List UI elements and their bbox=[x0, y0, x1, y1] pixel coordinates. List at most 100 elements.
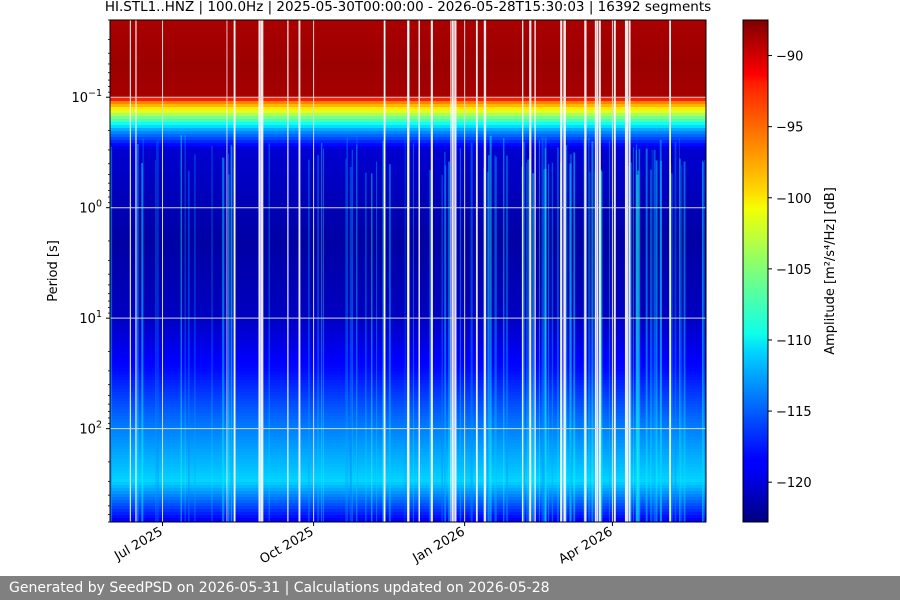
data-gap bbox=[529, 20, 532, 522]
heatmap-streak bbox=[137, 144, 139, 522]
heatmap-streak bbox=[187, 170, 190, 522]
data-gap bbox=[451, 20, 454, 522]
heatmap-streak bbox=[588, 137, 590, 522]
y-tick-label: 101 bbox=[79, 309, 102, 327]
heatmap-streak bbox=[544, 168, 547, 522]
heatmap-streak bbox=[544, 148, 547, 522]
heatmap-streak bbox=[157, 138, 159, 522]
data-gap bbox=[234, 20, 236, 522]
data-gap bbox=[258, 20, 261, 522]
heatmap-streak bbox=[702, 160, 703, 522]
heatmap-streak bbox=[365, 172, 367, 522]
heatmap-streak bbox=[194, 154, 196, 522]
heatmap-streak bbox=[569, 163, 572, 522]
heatmap-streak bbox=[670, 173, 673, 522]
heatmap-streak bbox=[635, 150, 637, 522]
heatmap-streak bbox=[683, 161, 686, 522]
heatmap-streak bbox=[180, 135, 182, 522]
heatmap-streak bbox=[382, 140, 384, 522]
heatmap-streak bbox=[444, 165, 447, 522]
heatmap-streak bbox=[110, 150, 112, 522]
footer-bar: Generated by SeedPSD on 2026-05-31 | Cal… bbox=[0, 576, 900, 600]
data-gap bbox=[628, 20, 631, 522]
chart-title: HI.STL1..HNZ | 100.0Hz | 2025-05-30T00:0… bbox=[105, 0, 711, 15]
heatmap-streak bbox=[636, 174, 639, 522]
heatmap-streak bbox=[650, 169, 652, 522]
heatmap-streak bbox=[655, 160, 658, 522]
heatmap-streak bbox=[346, 137, 348, 522]
heatmap-streak bbox=[589, 171, 591, 522]
heatmap-streak bbox=[371, 173, 373, 522]
heatmap-streak bbox=[489, 135, 492, 522]
y-tick-label: 102 bbox=[79, 420, 102, 438]
heatmap-streak bbox=[532, 173, 534, 522]
heatmap-streak bbox=[600, 169, 602, 522]
data-gap bbox=[624, 20, 627, 522]
heatmap-streak bbox=[591, 141, 594, 522]
heatmap-streak bbox=[404, 137, 406, 522]
heatmap-streak bbox=[494, 154, 496, 522]
data-gap bbox=[584, 20, 587, 522]
data-gap bbox=[418, 20, 420, 522]
heatmap-streak bbox=[630, 162, 632, 522]
colorbar-tick-label: −110 bbox=[776, 334, 812, 349]
data-gap bbox=[383, 20, 386, 522]
heatmap-streak bbox=[660, 160, 662, 522]
heatmap-streak bbox=[544, 137, 547, 522]
heatmap-streak bbox=[184, 135, 186, 522]
heatmap-streak bbox=[638, 149, 641, 522]
data-gap bbox=[298, 20, 301, 522]
x-tick-label: Jul 2025 bbox=[111, 524, 165, 564]
data-gap bbox=[287, 20, 289, 522]
heatmap-streak bbox=[628, 165, 629, 522]
heatmap-streak bbox=[679, 138, 680, 522]
heatmap-streak bbox=[674, 142, 677, 522]
heatmap-streak bbox=[470, 142, 473, 522]
data-gap bbox=[534, 20, 536, 522]
y-axis-label: Period [s] bbox=[46, 240, 61, 302]
data-gap bbox=[596, 20, 598, 522]
colorbar-tick-label: −120 bbox=[776, 476, 812, 491]
heatmap-streak bbox=[155, 159, 156, 522]
heatmap-streak bbox=[317, 154, 319, 522]
colorbar-ticks: −90 −95 −100 −105 −110 −115 −120 bbox=[768, 50, 812, 491]
colorbar-frame bbox=[742, 19, 769, 523]
heatmap-streak bbox=[356, 144, 358, 522]
heatmap-streak bbox=[565, 144, 568, 522]
colorbar-tick-label: −95 bbox=[776, 121, 803, 136]
heatmap-streak bbox=[110, 146, 113, 522]
heatmap-streak bbox=[522, 141, 525, 522]
heatmap-streak bbox=[230, 146, 233, 522]
colorbar-tick-label: −105 bbox=[776, 263, 812, 278]
data-gap bbox=[560, 20, 563, 522]
colorbar-tick-label: −90 bbox=[776, 50, 803, 65]
heatmap-streak bbox=[141, 163, 144, 522]
heatmap-streak bbox=[486, 171, 489, 522]
heatmap-streak bbox=[557, 148, 559, 522]
heatmap-streak bbox=[547, 164, 550, 522]
colorbar: −90 −95 −100 −105 −110 −115 −120 Amplitude [m²… bbox=[742, 19, 838, 523]
heatmap-streak bbox=[505, 155, 509, 522]
plot-frame bbox=[109, 19, 707, 523]
x-tick-label: Jan 2026 bbox=[410, 524, 468, 566]
data-gap bbox=[598, 20, 601, 522]
colorbar-tick-label: −100 bbox=[776, 192, 812, 207]
data-gap bbox=[450, 20, 452, 522]
data-gap bbox=[135, 20, 137, 522]
heatmap-streak bbox=[156, 141, 158, 522]
grid-layer bbox=[110, 20, 706, 522]
data-gap bbox=[475, 20, 478, 522]
data-gap bbox=[594, 20, 597, 522]
heatmap-streak bbox=[632, 147, 634, 522]
heatmap-streak bbox=[488, 155, 490, 522]
heatmap-streak bbox=[230, 144, 233, 522]
heatmap-streak bbox=[441, 174, 443, 522]
heatmap-streak bbox=[503, 138, 505, 522]
colorbar-label: Amplitude [m²/s⁴/Hz] [dB] bbox=[823, 187, 838, 355]
footer-text: Generated by SeedPSD on 2026-05-31 | Cal… bbox=[9, 580, 550, 596]
data-gap bbox=[522, 20, 524, 522]
heatmap-streak bbox=[483, 167, 485, 522]
data-gap bbox=[407, 20, 410, 522]
heatmap-streak bbox=[538, 140, 540, 522]
